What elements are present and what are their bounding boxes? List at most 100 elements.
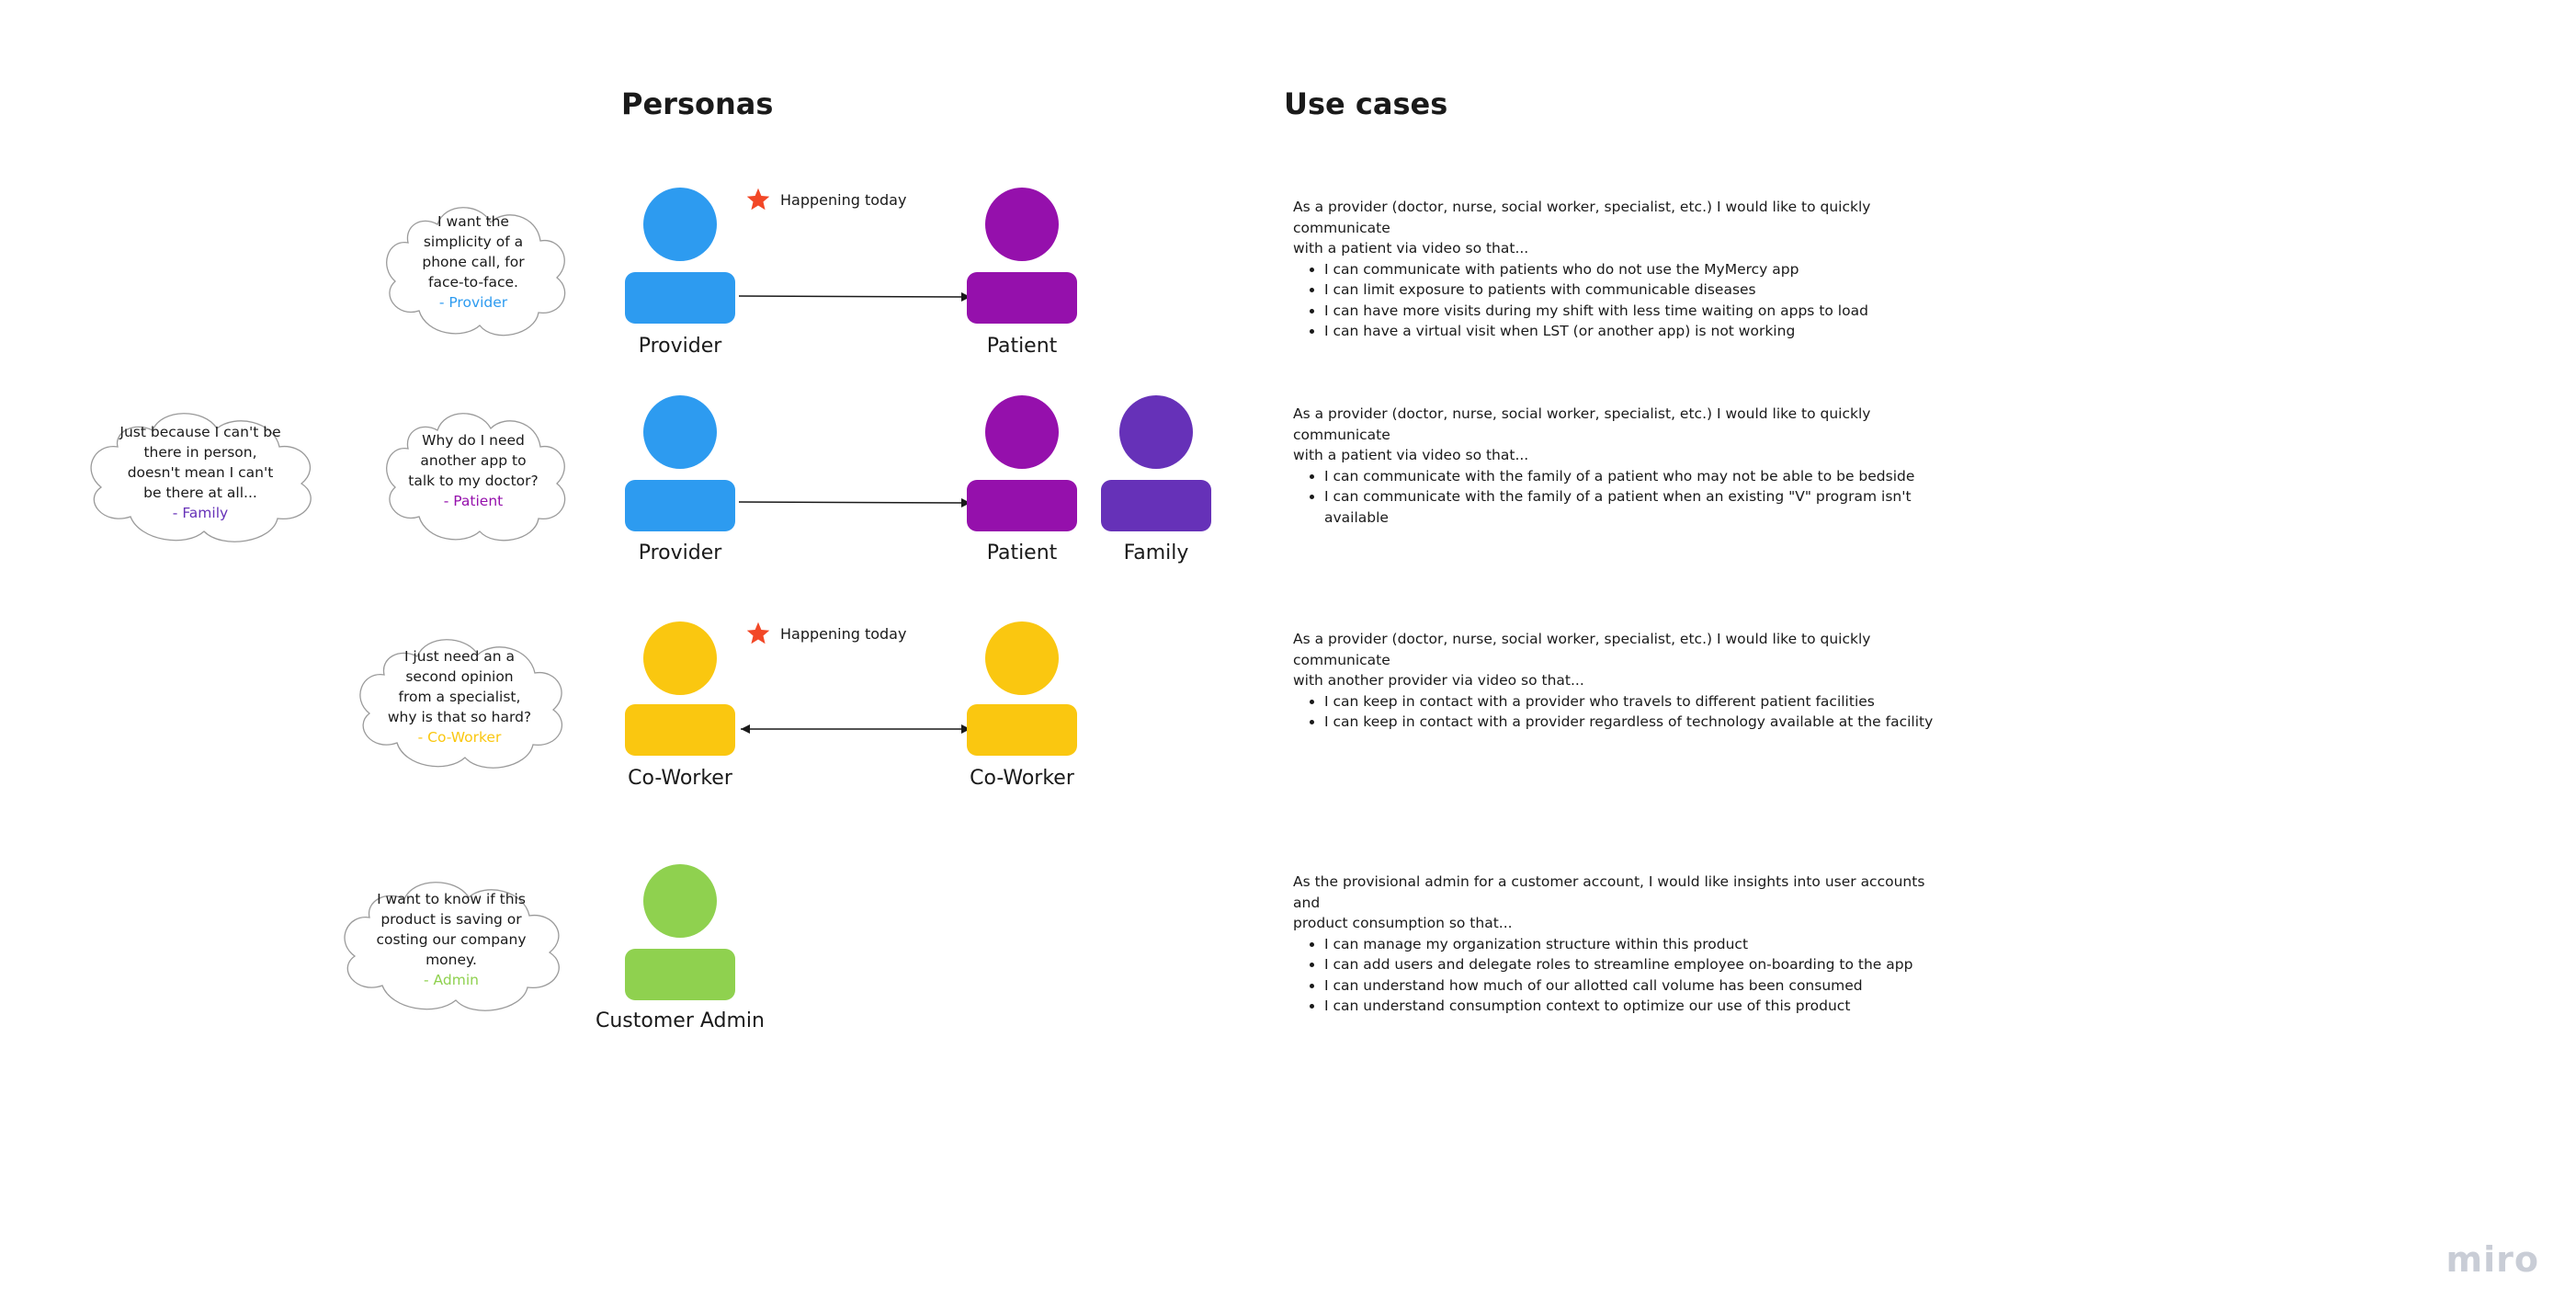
use-case-item: I can communicate with the family of a p… — [1324, 466, 1936, 487]
persona-patient[interactable] — [967, 188, 1077, 324]
quote-author: - Provider — [438, 294, 508, 311]
use-case-intro: with a patient via video so that... — [1293, 447, 1529, 463]
use-case-intro: product consumption so that... — [1293, 915, 1513, 931]
use-case-list: I can communicate with patients who do n… — [1293, 259, 1936, 342]
persona-provider[interactable] — [625, 395, 735, 531]
persona-coworker[interactable] — [625, 621, 735, 756]
miro-logo: miro — [2445, 1239, 2539, 1280]
badge-text: Happening today — [780, 190, 907, 209]
use-case-item: I can add users and delegate roles to st… — [1324, 954, 1936, 975]
arrow-provider-to-patient-1[interactable] — [738, 291, 971, 302]
use-case-intro: As a provider (doctor, nurse, social wor… — [1293, 631, 1871, 668]
use-case-block: As a provider (doctor, nurse, social wor… — [1293, 197, 1936, 342]
use-case-item: I can have more visits during my shift w… — [1324, 301, 1936, 322]
cloud-shape-icon — [90, 413, 312, 542]
personas-heading: Personas — [621, 86, 774, 121]
use-case-item: I can understand how much of our allotte… — [1324, 975, 1936, 997]
quote-line: face-to-face. — [428, 274, 518, 291]
person-head-icon — [985, 395, 1059, 469]
person-head-icon — [985, 188, 1059, 261]
use-case-item: I can understand consumption context to … — [1324, 996, 1936, 1017]
persona-label: Provider — [638, 335, 722, 358]
person-head-icon — [643, 395, 717, 469]
person-body-icon — [967, 272, 1077, 324]
star-icon — [746, 188, 770, 211]
person-head-icon — [643, 864, 717, 938]
use-case-intro: As a provider (doctor, nurse, social wor… — [1293, 199, 1871, 236]
quote-line: I just need an a — [403, 648, 516, 665]
quote-author: - Patient — [443, 493, 504, 509]
use-case-item: I can limit exposure to patients with co… — [1324, 279, 1936, 301]
use-case-intro: with another provider via video so that.… — [1293, 672, 1584, 689]
use-case-block: As a provider (doctor, nurse, social wor… — [1293, 629, 1936, 733]
persona-label: Patient — [986, 542, 1058, 564]
use-case-intro: with a patient via video so that... — [1293, 240, 1529, 256]
use-case-list: I can communicate with the family of a p… — [1293, 466, 1936, 529]
persona-provider[interactable] — [625, 188, 735, 324]
quote-cloud-provider[interactable]: I want the simplicity of a phone call, f… — [371, 188, 575, 344]
use-case-item: I can manage my organization structure w… — [1324, 934, 1936, 955]
quote-line: why is that so hard? — [387, 709, 532, 725]
persona-label: Co-Worker — [970, 767, 1074, 790]
use-case-list: I can keep in contact with a provider wh… — [1293, 691, 1936, 733]
persona-label: Co-Worker — [628, 767, 732, 790]
quote-author: - Co-Worker — [417, 729, 502, 746]
quote-cloud-admin[interactable]: I want to know if this product is saving… — [327, 864, 575, 1019]
quote-line: another app to — [420, 452, 527, 469]
quote-line: Why do I need — [422, 432, 525, 449]
use-case-item: I can keep in contact with a provider wh… — [1324, 691, 1936, 712]
use-case-intro: As the provisional admin for a customer … — [1293, 873, 1925, 911]
quote-line: be there at all... — [143, 484, 257, 501]
person-body-icon — [625, 480, 735, 531]
person-head-icon — [985, 621, 1059, 695]
person-head-icon — [643, 188, 717, 261]
cloud-shape-icon — [386, 207, 566, 336]
quote-author: - Admin — [424, 972, 479, 988]
quote-line: second opinion — [405, 668, 514, 685]
persona-coworker[interactable] — [967, 621, 1077, 756]
quote-cloud-family[interactable]: Just because I can't be there in person,… — [74, 395, 327, 550]
quote-cloud-coworker[interactable]: I just need an a second opinion from a s… — [344, 621, 575, 776]
happening-today-badge: Happening today — [745, 621, 906, 646]
use-case-item: I can have a virtual visit when LST (or … — [1324, 321, 1936, 342]
quote-line: I want the — [437, 213, 509, 230]
quote-line: phone call, for — [422, 254, 525, 270]
quote-line: I want to know if this — [377, 891, 526, 907]
quote-line: product is saving or — [380, 911, 522, 928]
arrow-provider-to-patient-2[interactable] — [738, 497, 971, 507]
persona-label: Customer Admin — [596, 1009, 765, 1032]
cloud-shape-icon — [386, 413, 566, 542]
quote-author: - Family — [172, 505, 229, 521]
persona-family[interactable] — [1101, 395, 1211, 531]
quote-line: there in person, — [143, 444, 257, 461]
use-case-list: I can manage my organization structure w… — [1293, 934, 1936, 1017]
use-case-item: I can communicate with the family of a p… — [1324, 486, 1936, 528]
persona-label: Provider — [638, 542, 722, 564]
persona-customer-admin[interactable] — [625, 864, 735, 1000]
badge-text: Happening today — [780, 624, 907, 643]
person-body-icon — [967, 704, 1077, 756]
quote-cloud-patient[interactable]: Why do I need another app to talk to my … — [371, 395, 575, 548]
cloud-shape-icon — [359, 639, 563, 769]
quote-line: simplicity of a — [423, 234, 524, 250]
use-case-block: As the provisional admin for a customer … — [1293, 872, 1936, 1017]
quote-line: Just because I can't be — [119, 424, 281, 440]
use-case-item: I can keep in contact with a provider re… — [1324, 712, 1936, 733]
use-case-item: I can communicate with patients who do n… — [1324, 259, 1936, 280]
person-body-icon — [625, 704, 735, 756]
person-head-icon — [643, 621, 717, 695]
person-body-icon — [967, 480, 1077, 531]
quote-line: doesn't mean I can't — [127, 464, 274, 481]
use-case-block: As a provider (doctor, nurse, social wor… — [1293, 404, 1936, 528]
persona-label: Patient — [986, 335, 1058, 358]
cloud-shape-icon — [344, 882, 560, 1011]
star-icon — [746, 621, 770, 644]
use-case-intro: As a provider (doctor, nurse, social wor… — [1293, 405, 1871, 443]
person-body-icon — [625, 272, 735, 324]
person-body-icon — [1101, 480, 1211, 531]
persona-patient[interactable] — [967, 395, 1077, 531]
quote-line: money. — [426, 952, 477, 968]
quote-line: from a specialist, — [398, 689, 521, 705]
quote-line: talk to my doctor? — [408, 473, 539, 489]
